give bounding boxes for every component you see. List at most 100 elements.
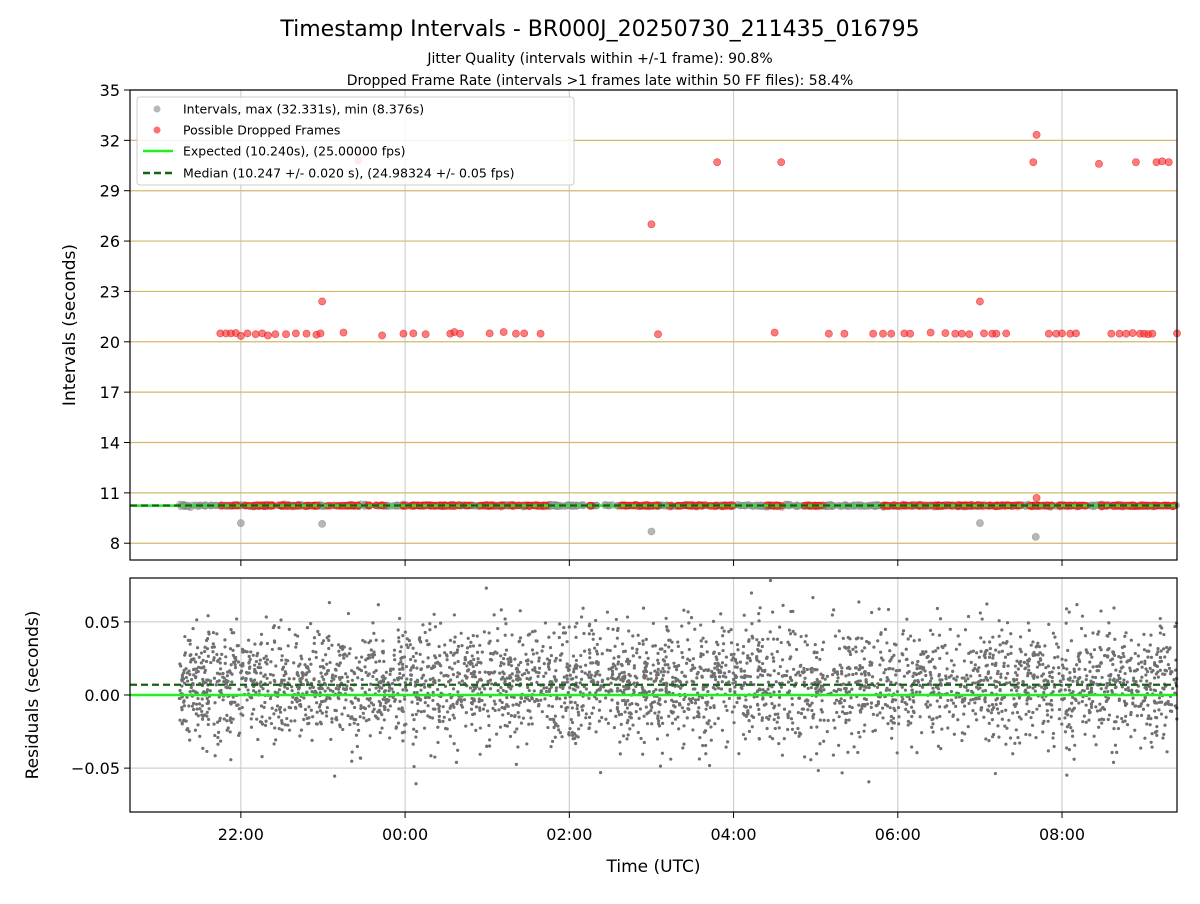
residual-point [1031,724,1034,727]
residual-point [775,680,778,683]
residual-point [307,705,310,708]
residual-point [399,650,402,653]
residual-point [439,671,442,674]
residual-point [350,760,353,763]
residual-point [551,740,554,743]
residual-point [929,683,932,686]
residual-point [438,662,441,665]
residual-point [220,653,223,656]
residual-point [863,657,866,660]
residual-point [767,718,770,721]
residual-point [355,656,358,659]
residual-point [248,671,251,674]
residual-point [1049,703,1052,706]
residual-point [884,668,887,671]
residual-point [288,628,291,631]
residual-point [974,663,977,666]
residual-point [967,725,970,728]
residual-point [385,671,388,674]
residual-point [1040,686,1043,689]
residual-point [988,722,991,725]
residual-point [1112,761,1115,764]
residual-point [651,645,654,648]
residual-point [543,662,546,665]
residual-point [1122,655,1125,658]
residual-point [538,667,541,670]
residual-point [1100,718,1103,721]
residual-point [596,681,599,684]
residual-point [190,678,193,681]
residual-point [901,686,904,689]
residual-point [335,716,338,719]
residual-point [819,673,822,676]
residual-point [213,734,216,737]
residual-point [364,707,367,710]
residual-point [274,709,277,712]
residual-point [756,703,759,706]
residual-point [929,673,932,676]
residual-point [324,673,327,676]
residual-point [857,704,860,707]
residual-point [486,709,489,712]
residual-point [310,690,313,693]
residual-point [939,747,942,750]
residual-point [665,625,668,628]
residual-point [461,679,464,682]
residual-point [322,678,325,681]
residual-point [952,702,955,705]
residual-point [770,652,773,655]
residual-point [397,636,400,639]
residual-point [1015,728,1018,731]
residual-point [568,686,571,689]
residual-point [207,655,210,658]
legend-symbol-dropped [154,127,161,134]
residual-point [912,711,915,714]
residual-point [907,637,910,640]
legend-label-expected: Expected (10.240s), (25.00000 fps) [183,144,405,159]
residual-point [211,646,214,649]
residual-point [849,711,852,714]
residual-point [1059,680,1062,683]
residual-point [722,700,725,703]
residual-point [842,705,845,708]
residual-point [854,645,857,648]
residual-point [259,666,262,669]
residual-point [915,751,918,754]
residual-point [499,654,502,657]
residual-point [860,705,863,708]
residual-point [222,698,225,701]
residual-point [635,710,638,713]
residual-point [1050,699,1053,702]
residual-point [1042,672,1045,675]
residual-point [656,652,659,655]
residual-point [967,615,970,618]
residual-point [1103,690,1106,693]
residual-point [735,701,738,704]
residual-point [766,637,769,640]
residual-point [253,664,256,667]
residual-point [826,675,829,678]
residual-point [645,651,648,654]
residual-point [456,749,459,752]
residual-point [470,672,473,675]
residual-point [280,719,283,722]
residual-point [251,712,254,715]
residual-point [699,652,702,655]
residual-point [364,640,367,643]
residual-point [1146,704,1149,707]
residual-point [638,642,641,645]
residual-point [747,712,750,715]
residual-point [879,651,882,654]
residual-point [860,637,863,640]
residual-point [350,716,353,719]
residual-point [777,704,780,707]
residual-point [324,653,327,656]
residual-point [1108,713,1111,716]
residual-point [203,650,206,653]
residual-point [580,670,583,673]
residual-point [1167,663,1170,666]
residual-point [752,716,755,719]
residual-point [181,722,184,725]
residual-point [221,672,224,675]
